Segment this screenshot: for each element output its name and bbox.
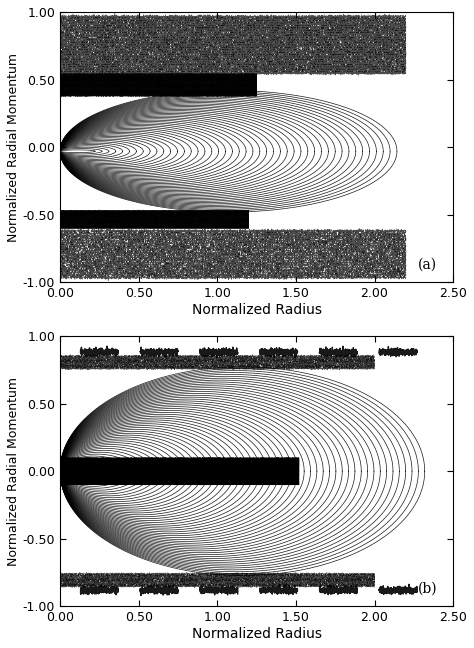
X-axis label: Normalized Radius: Normalized Radius bbox=[191, 627, 321, 641]
Y-axis label: Normalized Radial Momentum: Normalized Radial Momentum bbox=[7, 52, 20, 242]
Text: (a): (a) bbox=[418, 258, 438, 272]
X-axis label: Normalized Radius: Normalized Radius bbox=[191, 303, 321, 317]
Text: (b): (b) bbox=[418, 582, 438, 596]
Y-axis label: Normalized Radial Momentum: Normalized Radial Momentum bbox=[7, 376, 20, 566]
